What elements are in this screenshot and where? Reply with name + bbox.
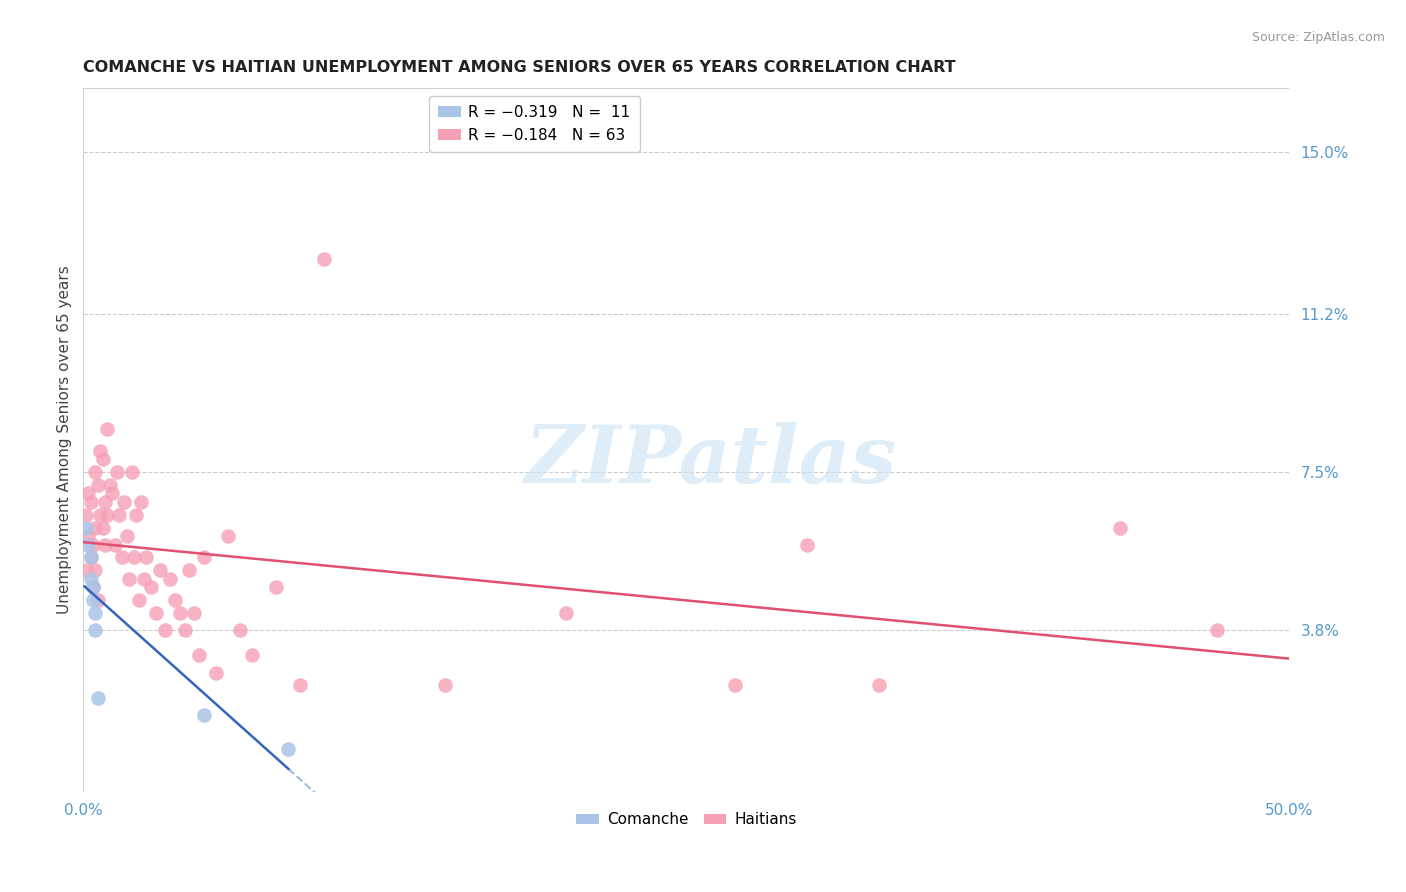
- Point: [188, 648, 211, 663]
- Point: [139, 580, 162, 594]
- Point: [84, 623, 107, 637]
- Point: [434, 678, 457, 692]
- Text: ZIPatlas: ZIPatlas: [524, 423, 897, 500]
- Point: [121, 465, 143, 479]
- Point: [87, 593, 110, 607]
- Point: [77, 486, 100, 500]
- Point: [314, 252, 336, 266]
- Point: [264, 580, 287, 594]
- Point: [118, 572, 141, 586]
- Point: [94, 538, 117, 552]
- Point: [105, 465, 128, 479]
- Point: [125, 508, 148, 522]
- Point: [89, 508, 111, 522]
- Point: [87, 478, 110, 492]
- Point: [796, 538, 818, 552]
- Point: [1109, 520, 1132, 534]
- Point: [112, 495, 135, 509]
- Point: [77, 538, 100, 552]
- Point: [98, 478, 121, 492]
- Point: [94, 495, 117, 509]
- Point: [149, 563, 172, 577]
- Point: [91, 452, 114, 467]
- Point: [79, 495, 101, 509]
- Point: [89, 443, 111, 458]
- Point: [96, 422, 118, 436]
- Point: [111, 550, 134, 565]
- Point: [75, 520, 97, 534]
- Point: [554, 606, 576, 620]
- Point: [91, 520, 114, 534]
- Point: [183, 606, 205, 620]
- Y-axis label: Unemployment Among Seniors over 65 years: Unemployment Among Seniors over 65 years: [58, 266, 72, 615]
- Point: [84, 520, 107, 534]
- Point: [84, 465, 107, 479]
- Point: [723, 678, 745, 692]
- Point: [217, 529, 239, 543]
- Legend: Comanche, Haitians: Comanche, Haitians: [569, 806, 803, 834]
- Point: [75, 508, 97, 522]
- Point: [128, 593, 150, 607]
- Point: [179, 563, 201, 577]
- Text: Source: ZipAtlas.com: Source: ZipAtlas.com: [1251, 31, 1385, 45]
- Point: [108, 508, 131, 522]
- Point: [82, 593, 104, 607]
- Point: [205, 665, 228, 680]
- Point: [169, 606, 191, 620]
- Point: [290, 678, 312, 692]
- Point: [229, 623, 252, 637]
- Point: [77, 529, 100, 543]
- Point: [104, 538, 127, 552]
- Point: [79, 550, 101, 565]
- Point: [96, 508, 118, 522]
- Point: [115, 529, 138, 543]
- Point: [79, 550, 101, 565]
- Point: [145, 606, 167, 620]
- Point: [82, 580, 104, 594]
- Point: [868, 678, 890, 692]
- Point: [82, 580, 104, 594]
- Point: [1206, 623, 1229, 637]
- Point: [277, 742, 299, 756]
- Point: [173, 623, 195, 637]
- Point: [87, 691, 110, 706]
- Point: [135, 550, 157, 565]
- Point: [129, 495, 152, 509]
- Point: [79, 572, 101, 586]
- Point: [122, 550, 145, 565]
- Point: [84, 563, 107, 577]
- Point: [132, 572, 155, 586]
- Point: [75, 563, 97, 577]
- Point: [82, 538, 104, 552]
- Point: [101, 486, 124, 500]
- Point: [240, 648, 263, 663]
- Point: [193, 550, 215, 565]
- Point: [163, 593, 186, 607]
- Text: COMANCHE VS HAITIAN UNEMPLOYMENT AMONG SENIORS OVER 65 YEARS CORRELATION CHART: COMANCHE VS HAITIAN UNEMPLOYMENT AMONG S…: [83, 60, 956, 75]
- Point: [155, 623, 177, 637]
- Point: [193, 708, 215, 723]
- Point: [84, 606, 107, 620]
- Point: [159, 572, 181, 586]
